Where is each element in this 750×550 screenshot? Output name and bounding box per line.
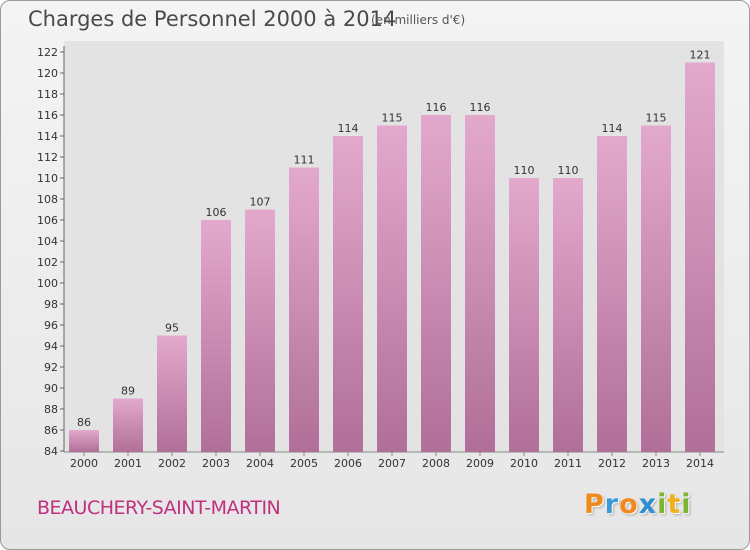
logo-letter: i — [681, 489, 692, 520]
bar-2014 — [685, 62, 715, 452]
bar-value-label: 110 — [558, 164, 579, 177]
x-tick-label: 2009 — [466, 457, 494, 470]
x-tick-label: 2002 — [158, 457, 186, 470]
x-tick-label: 2007 — [378, 457, 406, 470]
y-tick-label: 98 — [44, 298, 58, 311]
x-tick-label: 2012 — [598, 457, 626, 470]
x-tick-label: 2013 — [642, 457, 670, 470]
y-tick-label: 106 — [37, 214, 58, 227]
y-tick-label: 96 — [44, 319, 58, 332]
x-tick-label: 2011 — [554, 457, 582, 470]
y-tick-label: 86 — [44, 424, 58, 437]
y-tick-label: 88 — [44, 403, 58, 416]
x-tick-label: 2003 — [202, 457, 230, 470]
bar-value-label: 111 — [294, 154, 315, 167]
chart-title: Charges de Personnel 2000 à 2014 — [28, 7, 397, 31]
chart-subtitle: (en milliers d'€) — [371, 13, 466, 27]
y-tick-label: 110 — [37, 172, 58, 185]
bar-2012 — [597, 136, 627, 452]
city-name: BEAUCHERY-SAINT-MARTIN — [37, 497, 281, 519]
bar-value-label: 121 — [690, 49, 711, 62]
y-tick-label: 120 — [37, 67, 58, 80]
bar-2007 — [377, 125, 407, 452]
bar-2006 — [333, 136, 363, 452]
x-tick-label: 2010 — [510, 457, 538, 470]
y-tick-label: 122 — [37, 46, 58, 59]
bar-value-label: 116 — [426, 101, 447, 114]
y-tick-label: 94 — [44, 340, 58, 353]
bar-2003 — [201, 220, 231, 452]
bar-value-label: 107 — [250, 196, 271, 209]
y-tick-label: 104 — [37, 235, 58, 248]
logo-letter: r — [604, 489, 620, 520]
x-tick-label: 2000 — [70, 457, 98, 470]
bar-value-label: 86 — [77, 416, 91, 429]
y-tick-label: 114 — [37, 130, 58, 143]
bar-value-label: 89 — [121, 385, 135, 398]
y-tick-label: 92 — [44, 361, 58, 374]
logo-letter: x — [638, 489, 658, 520]
y-tick-label: 84 — [44, 445, 58, 458]
logo-letter: t — [667, 489, 682, 520]
y-tick-label: 108 — [37, 193, 58, 206]
bar-value-label: 114 — [338, 122, 359, 135]
x-tick-label: 2001 — [114, 457, 142, 470]
x-tick-label: 2014 — [686, 457, 714, 470]
logo-letter: i — [657, 489, 668, 520]
logo-letter: P — [584, 489, 605, 520]
bar-2004 — [245, 209, 275, 452]
y-tick-label: 118 — [37, 88, 58, 101]
bar-2008 — [421, 115, 451, 452]
bar-2010 — [509, 178, 539, 452]
bar-2011 — [553, 178, 583, 452]
x-tick-label: 2004 — [246, 457, 274, 470]
bar-value-label: 106 — [206, 206, 227, 219]
bar-2002 — [157, 335, 187, 452]
bar-2013 — [641, 125, 671, 452]
x-tick-label: 2008 — [422, 457, 450, 470]
y-tick-label: 90 — [44, 382, 58, 395]
bar-2001 — [113, 398, 143, 452]
bar-value-label: 114 — [602, 122, 623, 135]
bar-2005 — [289, 167, 319, 452]
y-tick-label: 112 — [37, 151, 58, 164]
bar-2000 — [69, 430, 99, 452]
x-tick-label: 2005 — [290, 457, 318, 470]
bar-value-label: 110 — [514, 164, 535, 177]
bar-2009 — [465, 115, 495, 452]
y-tick-label: 116 — [37, 109, 58, 122]
x-tick-label: 2006 — [334, 457, 362, 470]
y-tick-label: 102 — [37, 256, 58, 269]
bar-value-label: 115 — [646, 112, 667, 125]
bar-value-label: 115 — [382, 112, 403, 125]
bar-value-label: 116 — [470, 101, 491, 114]
bar-value-label: 95 — [165, 322, 179, 335]
logo-letter: o — [619, 489, 639, 520]
y-tick-label: 100 — [37, 277, 58, 290]
proxiti-logo: Proxiti — [584, 489, 692, 520]
